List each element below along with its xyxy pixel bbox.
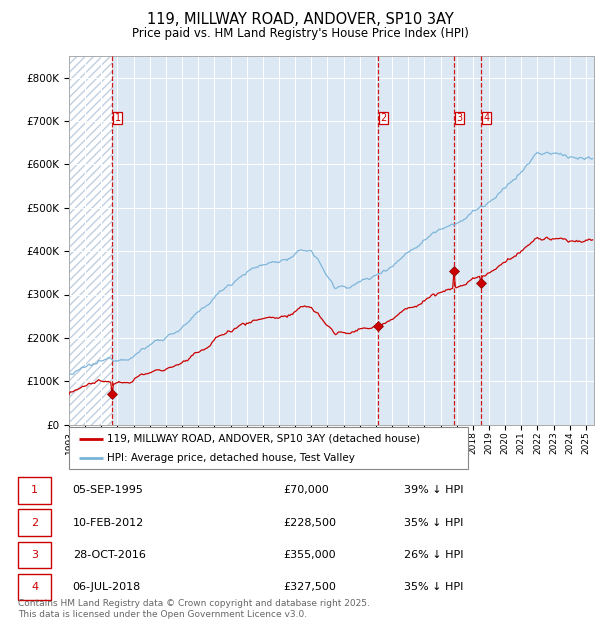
Text: HPI: Average price, detached house, Test Valley: HPI: Average price, detached house, Test…	[107, 453, 355, 463]
Text: 10-FEB-2012: 10-FEB-2012	[73, 518, 144, 528]
Text: 05-SEP-1995: 05-SEP-1995	[73, 485, 143, 495]
Text: 3: 3	[31, 550, 38, 560]
Text: 119, MILLWAY ROAD, ANDOVER, SP10 3AY (detached house): 119, MILLWAY ROAD, ANDOVER, SP10 3AY (de…	[107, 433, 420, 443]
Text: 35% ↓ HPI: 35% ↓ HPI	[404, 582, 463, 592]
Text: 28-OCT-2016: 28-OCT-2016	[73, 550, 146, 560]
Text: Contains HM Land Registry data © Crown copyright and database right 2025.
This d: Contains HM Land Registry data © Crown c…	[18, 600, 370, 619]
Text: 35% ↓ HPI: 35% ↓ HPI	[404, 518, 463, 528]
FancyBboxPatch shape	[18, 542, 52, 568]
Text: 3: 3	[457, 113, 463, 123]
Text: 39% ↓ HPI: 39% ↓ HPI	[404, 485, 463, 495]
FancyBboxPatch shape	[18, 477, 52, 503]
Text: £228,500: £228,500	[283, 518, 336, 528]
Text: 2: 2	[380, 113, 386, 123]
Text: 06-JUL-2018: 06-JUL-2018	[73, 582, 141, 592]
Text: 26% ↓ HPI: 26% ↓ HPI	[404, 550, 463, 560]
Text: Price paid vs. HM Land Registry's House Price Index (HPI): Price paid vs. HM Land Registry's House …	[131, 27, 469, 40]
FancyBboxPatch shape	[18, 510, 52, 536]
FancyBboxPatch shape	[69, 427, 468, 469]
Text: 2: 2	[31, 518, 38, 528]
Text: 1: 1	[31, 485, 38, 495]
Text: £70,000: £70,000	[283, 485, 329, 495]
Text: £355,000: £355,000	[283, 550, 335, 560]
Text: £327,500: £327,500	[283, 582, 336, 592]
Text: 4: 4	[31, 582, 38, 592]
FancyBboxPatch shape	[18, 574, 52, 600]
Text: 119, MILLWAY ROAD, ANDOVER, SP10 3AY: 119, MILLWAY ROAD, ANDOVER, SP10 3AY	[146, 12, 454, 27]
Text: 4: 4	[484, 113, 490, 123]
Bar	[69, 56, 112, 425]
Text: 1: 1	[115, 113, 121, 123]
